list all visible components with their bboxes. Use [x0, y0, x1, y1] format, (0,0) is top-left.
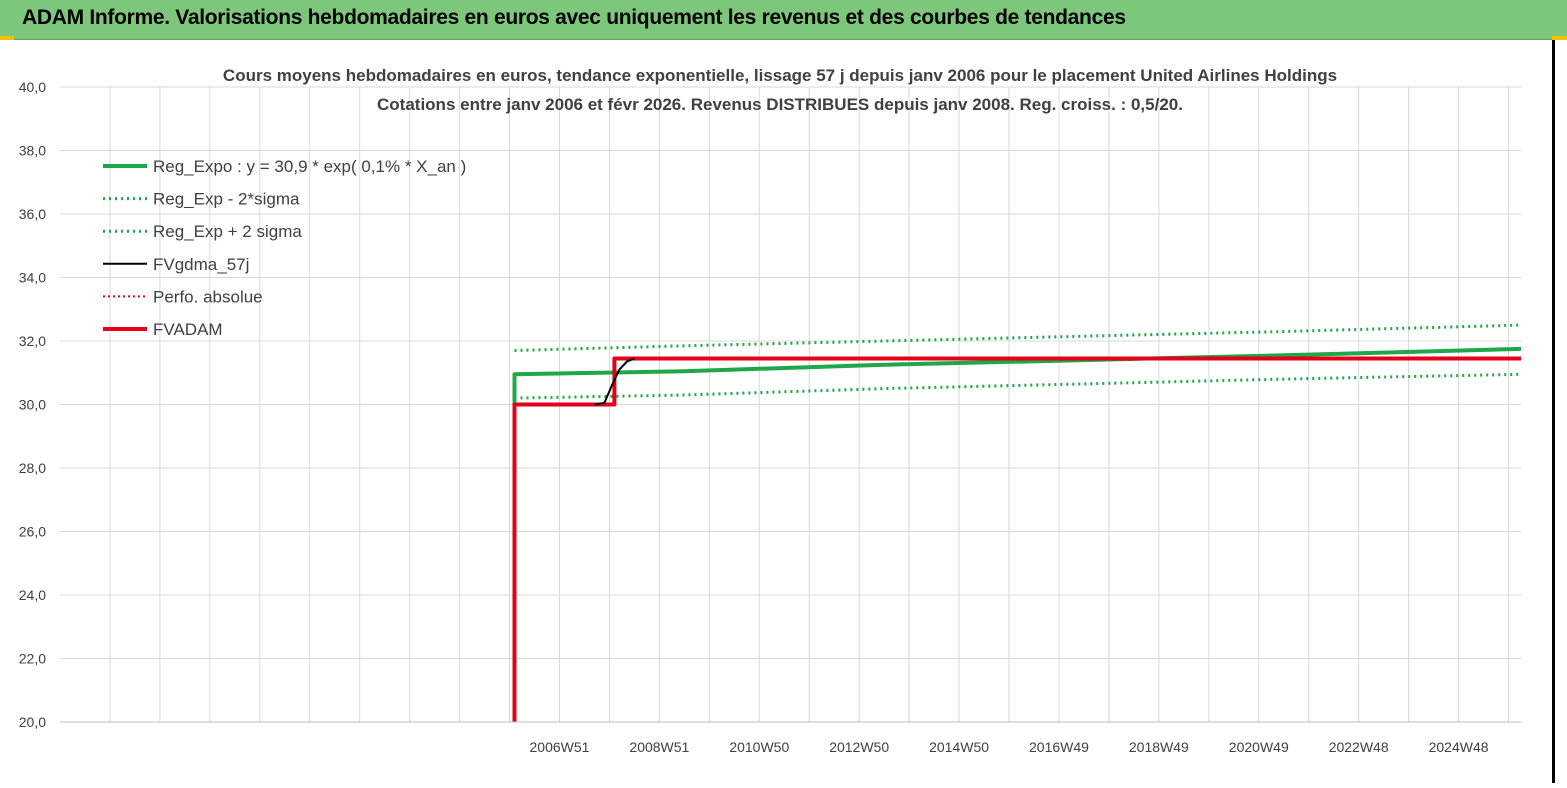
legend: Reg_Expo : y = 30,9 * exp( 0,1% * X_an )…: [103, 157, 466, 339]
x-tick-label: 2016W49: [1029, 739, 1089, 755]
legend-label: Reg_Exp + 2 sigma: [153, 222, 302, 241]
grid-layer: [60, 86, 1521, 723]
x-tick-label: 2012W50: [829, 739, 889, 755]
x-tick-label: 2006W51: [530, 739, 590, 755]
report-banner: ADAM Informe. Valorisations hebdomadaire…: [0, 0, 1567, 40]
y-tick-label: 24,0: [19, 587, 46, 603]
chart-frame: 20,0 22,0 24,0 26,0 28,0 30,0 32,0 34,0 36,0 38,0…: [0, 40, 1567, 783]
y-tick-label: 28,0: [19, 460, 46, 476]
chart-subtitle: Cotations entre janv 2006 et févr 2026. …: [377, 95, 1183, 114]
x-tick-label: 2018W49: [1129, 739, 1189, 755]
corner-accent-left: [0, 36, 14, 40]
y-tick-label: 38,0: [19, 143, 46, 159]
x-tick-label: 2014W50: [929, 739, 989, 755]
x-tick-label: 2008W51: [629, 739, 689, 755]
y-tick-label: 32,0: [19, 333, 46, 349]
x-tick-label: 2024W48: [1429, 739, 1489, 755]
axis-layer: 20,0 22,0 24,0 26,0 28,0 30,0 32,0 34,0 36,0 38,0…: [19, 79, 1521, 755]
series-line: [514, 372, 1522, 400]
series-line: [512, 356, 1521, 722]
right-edge-bar: [1552, 40, 1555, 783]
legend-label: Reg_Exp - 2*sigma: [153, 190, 300, 209]
series-line: [514, 323, 1522, 352]
y-tick-label: 34,0: [19, 270, 46, 286]
legend-label: FVADAM: [153, 320, 223, 339]
series-layer: [512, 323, 1522, 722]
chart-title: Cours moyens hebdomadaires en euros, ten…: [223, 66, 1337, 85]
chart-svg: 20,0 22,0 24,0 26,0 28,0 30,0 32,0 34,0 36,0 38,0…: [19, 66, 1522, 755]
legend-label: FVgdma_57j: [153, 255, 249, 274]
y-tick-label: 30,0: [19, 397, 46, 413]
report-title: ADAM Informe. Valorisations hebdomadaire…: [22, 6, 1126, 29]
y-tick-label: 22,0: [19, 651, 46, 667]
y-tick-label: 26,0: [19, 524, 46, 540]
y-tick-label: 40,0: [19, 79, 46, 95]
y-tick-label: 20,0: [19, 714, 46, 730]
y-tick-label: 36,0: [19, 206, 46, 222]
x-tick-label: 2020W49: [1229, 739, 1289, 755]
series-line: [512, 346, 1522, 405]
legend-label: Reg_Expo : y = 30,9 * exp( 0,1% * X_an ): [153, 157, 466, 176]
series-line: [594, 357, 635, 406]
corner-accent-right: [1552, 36, 1567, 40]
x-tick-label: 2022W48: [1329, 739, 1389, 755]
legend-label: Perfo. absolue: [153, 287, 263, 306]
title-layer: Cours moyens hebdomadaires en euros, ten…: [223, 66, 1337, 114]
x-tick-label: 2010W50: [729, 739, 789, 755]
